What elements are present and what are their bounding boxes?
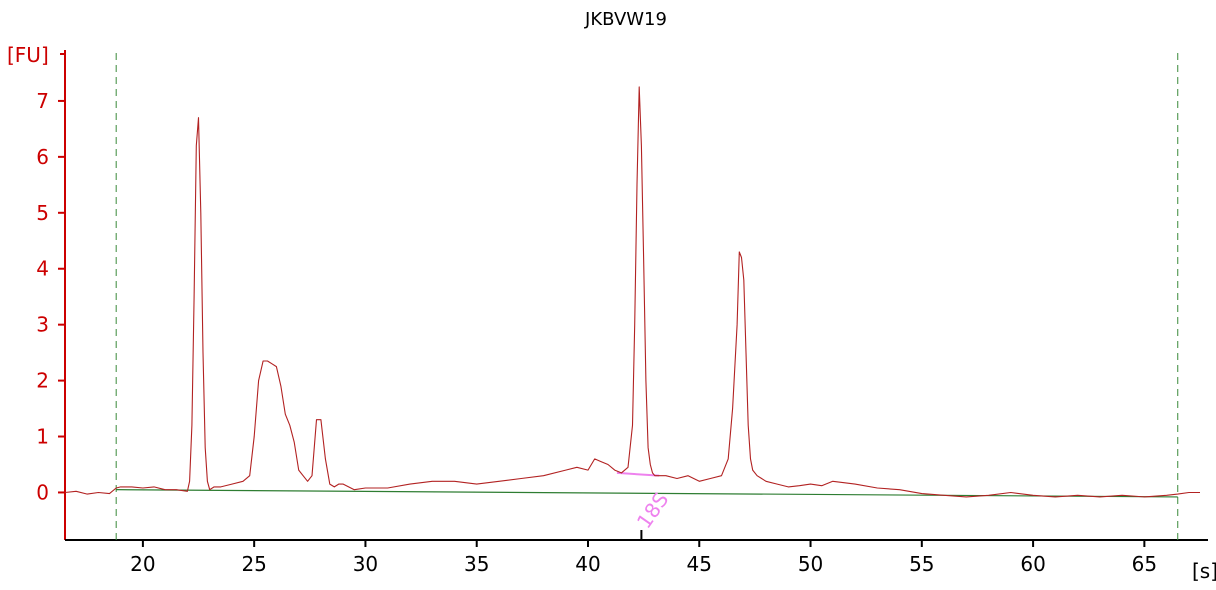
y-tick-label: 2 — [36, 369, 49, 393]
y-tick-label: 1 — [36, 425, 49, 449]
y-axis-label: [FU] — [7, 43, 49, 67]
x-tick-label: 55 — [909, 552, 934, 576]
signal-trace — [64, 86, 1200, 498]
y-tick-label: 0 — [36, 480, 49, 504]
y-tick-label: 5 — [36, 201, 49, 225]
y-tick-label: 6 — [36, 145, 49, 169]
x-axis-label: [s] — [1192, 559, 1216, 583]
x-tick-label: 65 — [1132, 552, 1157, 576]
x-tick-label: 45 — [687, 552, 712, 576]
annotation-18s-label: 18S — [632, 488, 674, 533]
x-tick-label: 25 — [241, 552, 266, 576]
x-tick-label: 35 — [464, 552, 489, 576]
x-tick-label: 20 — [130, 552, 155, 576]
x-tick-label: 30 — [353, 552, 378, 576]
chart-title: JKBVW19 — [584, 9, 667, 30]
y-tick-label: 4 — [36, 257, 49, 281]
y-tick-label: 7 — [36, 89, 49, 113]
baseline-line — [116, 489, 1178, 498]
x-tick-label: 50 — [798, 552, 823, 576]
x-tick-label: 60 — [1020, 552, 1045, 576]
x-tick-label: 40 — [575, 552, 600, 576]
peak-18s-baseline — [616, 471, 660, 477]
y-tick-label: 3 — [36, 313, 49, 337]
